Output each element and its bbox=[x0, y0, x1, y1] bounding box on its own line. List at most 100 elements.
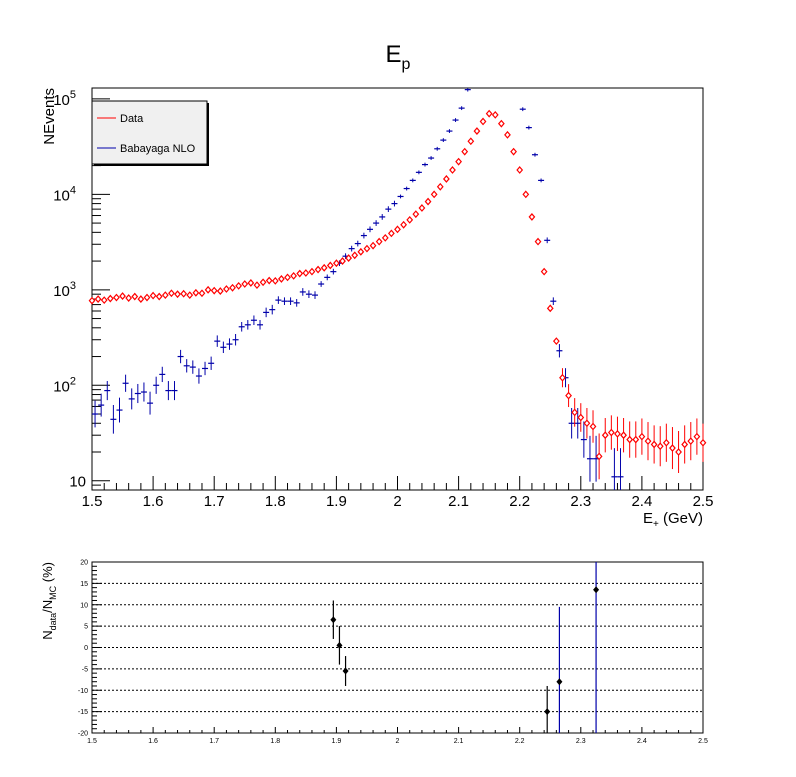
data-point bbox=[265, 276, 273, 285]
ratio-x-tick-label: 1.7 bbox=[209, 738, 219, 745]
ratio-label-unit: (%) bbox=[40, 562, 55, 586]
main-x-axis-label: E+ (GeV) bbox=[643, 510, 703, 530]
data-point bbox=[559, 368, 566, 388]
ratio-x-tick-label: 1.6 bbox=[148, 738, 158, 745]
data-point bbox=[149, 291, 157, 300]
data-point bbox=[418, 204, 426, 212]
data-point bbox=[314, 265, 322, 274]
mc-point bbox=[531, 152, 538, 157]
mc-point bbox=[348, 245, 355, 252]
data-point bbox=[216, 287, 224, 295]
data-point bbox=[601, 418, 609, 453]
data-point bbox=[522, 190, 530, 199]
data-point bbox=[546, 304, 554, 313]
data-point bbox=[381, 233, 389, 242]
mc-point bbox=[263, 307, 270, 318]
data-point bbox=[278, 275, 285, 283]
mc-point bbox=[226, 338, 233, 350]
data-point bbox=[436, 182, 444, 191]
ratio-label-sub1: data bbox=[48, 613, 58, 631]
data-point bbox=[113, 293, 120, 302]
ratio-y-tick-label: 10 bbox=[80, 602, 88, 609]
legend: Data Babayaga NLO bbox=[91, 100, 209, 166]
ratio-x-tick-label: 2 bbox=[396, 738, 400, 745]
mc-point bbox=[147, 391, 154, 415]
mc-point bbox=[116, 397, 123, 423]
mc-point bbox=[153, 376, 160, 394]
mc-point bbox=[544, 237, 551, 244]
data-point bbox=[534, 237, 542, 246]
data-point bbox=[400, 220, 408, 229]
mc-point bbox=[538, 178, 545, 183]
mc-point bbox=[238, 322, 245, 332]
main-x-tick-label: 2.5 bbox=[693, 493, 714, 510]
data-point bbox=[699, 423, 707, 462]
ratio-point bbox=[342, 656, 349, 686]
data-point bbox=[687, 422, 695, 461]
ratio-y-tick-label: -15 bbox=[78, 709, 88, 716]
mc-point bbox=[195, 368, 202, 384]
data-point bbox=[247, 279, 255, 287]
main-x-tick-label: 1.8 bbox=[265, 493, 286, 510]
main-x-tick-label: 2.4 bbox=[631, 493, 652, 510]
x-label-unit: (GeV) bbox=[659, 510, 703, 527]
data-point bbox=[106, 294, 114, 303]
mc-point bbox=[305, 290, 312, 299]
mc-point bbox=[330, 268, 337, 275]
ratio-point bbox=[544, 685, 551, 733]
mc-point bbox=[611, 448, 618, 490]
data-point bbox=[632, 421, 640, 458]
data-point bbox=[675, 431, 682, 474]
data-point bbox=[589, 410, 597, 443]
data-point bbox=[296, 269, 304, 278]
ratio-y-axis-label: Ndata/NMC (%) bbox=[40, 562, 58, 640]
data-point bbox=[290, 271, 298, 280]
data-point bbox=[387, 229, 395, 238]
data-point bbox=[125, 294, 133, 302]
ratio-label-mid: /N bbox=[40, 600, 55, 613]
mc-point bbox=[354, 240, 361, 247]
data-point bbox=[650, 425, 658, 464]
mc-point bbox=[293, 299, 300, 307]
ratio-y-tick-label: -10 bbox=[78, 688, 88, 695]
mc-point bbox=[257, 320, 264, 330]
main-y-tick-label: 10 bbox=[69, 474, 86, 491]
ratio-grid bbox=[92, 582, 703, 713]
main-x-tick-label: 1.5 bbox=[82, 493, 103, 510]
data-point bbox=[607, 415, 615, 450]
chart-title-sub: p bbox=[402, 56, 411, 73]
data-point bbox=[516, 166, 524, 174]
legend-box bbox=[91, 100, 208, 165]
data-point bbox=[174, 290, 181, 299]
mc-point bbox=[244, 320, 251, 330]
data-point bbox=[180, 289, 188, 298]
data-point bbox=[155, 292, 163, 301]
data-point bbox=[638, 418, 646, 455]
chart-title-main: E bbox=[386, 41, 402, 68]
mc-point bbox=[281, 297, 288, 306]
ratio-y-tick-label: -20 bbox=[78, 731, 88, 738]
data-point bbox=[302, 269, 310, 277]
mc-point bbox=[110, 404, 117, 434]
data-point bbox=[192, 288, 200, 297]
ratio-label-sub2: MC bbox=[48, 585, 58, 599]
data-point bbox=[210, 286, 218, 295]
mc-point bbox=[446, 129, 453, 133]
legend-mc-label: Babayaga NLO bbox=[120, 143, 196, 155]
mc-point bbox=[580, 421, 587, 458]
main-x-tick-label: 2 bbox=[393, 493, 401, 510]
mc-point bbox=[385, 206, 392, 212]
mc-point bbox=[373, 220, 380, 226]
data-point bbox=[143, 293, 151, 302]
mc-point bbox=[189, 360, 196, 374]
data-point bbox=[119, 292, 126, 300]
main-y-tick-label: 102 bbox=[53, 375, 76, 395]
data-point bbox=[528, 213, 536, 221]
data-point bbox=[345, 254, 353, 262]
data-point bbox=[394, 225, 401, 234]
ratio-point bbox=[556, 606, 563, 733]
ratio-x-tick-label: 2.1 bbox=[454, 738, 464, 745]
ratio-point bbox=[593, 562, 600, 733]
data-point bbox=[369, 241, 377, 250]
mc-point bbox=[318, 281, 325, 287]
